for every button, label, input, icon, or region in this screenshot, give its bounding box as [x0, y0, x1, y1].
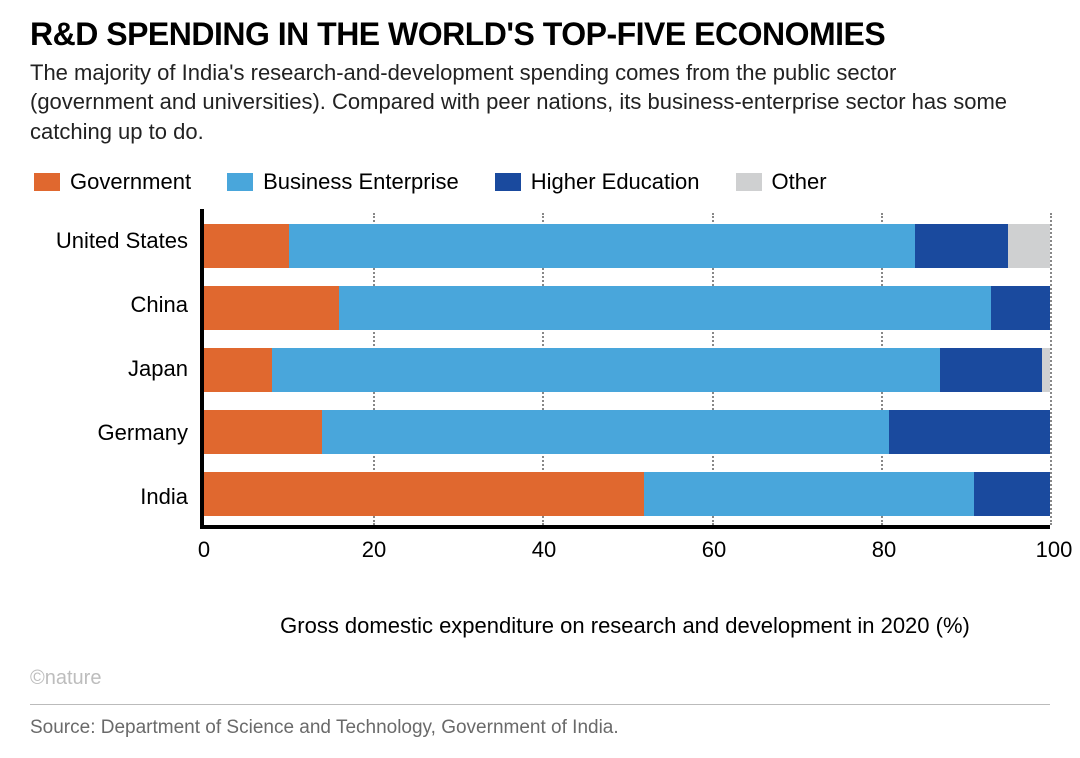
legend-label: Other [772, 169, 827, 195]
legend-item: Other [736, 169, 827, 195]
legend-item: Higher Education [495, 169, 700, 195]
x-axis-ticks: 020406080100 [200, 529, 1050, 569]
bar-row [204, 224, 1050, 268]
legend-swatch [34, 173, 60, 191]
legend: Government Business Enterprise Higher Educ… [34, 169, 1050, 195]
bar-segment [644, 472, 974, 516]
gridline [1050, 213, 1052, 525]
bar-segment [204, 286, 339, 330]
bar-row [204, 472, 1050, 516]
credit: ©nature [30, 667, 1050, 690]
bar-row [204, 410, 1050, 454]
x-tick-label: 20 [362, 537, 386, 563]
x-tick-label: 60 [702, 537, 726, 563]
legend-label: Business Enterprise [263, 169, 459, 195]
legend-swatch [495, 173, 521, 191]
bar-segment [204, 348, 272, 392]
divider [30, 704, 1050, 705]
y-axis-label: Germany [30, 403, 188, 463]
bar-segment [204, 410, 322, 454]
legend-label: Government [70, 169, 191, 195]
bar-segment [204, 472, 644, 516]
x-tick-label: 40 [532, 537, 556, 563]
bar-segment [339, 286, 990, 330]
legend-item: Government [34, 169, 191, 195]
chart-subtitle: The majority of India's research-and-dev… [30, 58, 1010, 147]
bar-segment [272, 348, 940, 392]
bar-segment [940, 348, 1042, 392]
bar-segment [991, 286, 1050, 330]
y-axis-labels: United StatesChinaJapanGermanyIndia [30, 209, 200, 529]
bar-segment [974, 472, 1050, 516]
plot-area [200, 209, 1050, 529]
y-axis-label: Japan [30, 339, 188, 399]
bar-segment [322, 410, 889, 454]
bar-segment [1008, 224, 1050, 268]
y-axis-label: United States [30, 211, 188, 271]
legend-swatch [736, 173, 762, 191]
bar-segment [289, 224, 915, 268]
x-tick-label: 100 [1036, 537, 1073, 563]
x-axis-label: Gross domestic expenditure on research a… [200, 613, 1050, 639]
bar-row [204, 286, 1050, 330]
bar-segment [889, 410, 1050, 454]
chart: United StatesChinaJapanGermanyIndia [30, 209, 1050, 529]
bar-segment [204, 224, 289, 268]
legend-item: Business Enterprise [227, 169, 459, 195]
source-text: Source: Department of Science and Techno… [30, 717, 1050, 739]
legend-label: Higher Education [531, 169, 700, 195]
x-tick-label: 80 [872, 537, 896, 563]
bars [204, 215, 1050, 525]
y-axis-label: China [30, 275, 188, 335]
y-axis-label: India [30, 467, 188, 527]
legend-swatch [227, 173, 253, 191]
x-tick-label: 0 [198, 537, 210, 563]
bar-row [204, 348, 1050, 392]
bar-segment [1042, 348, 1050, 392]
bar-segment [915, 224, 1008, 268]
chart-title: R&D SPENDING IN THE WORLD'S TOP-FIVE ECO… [30, 18, 1050, 52]
